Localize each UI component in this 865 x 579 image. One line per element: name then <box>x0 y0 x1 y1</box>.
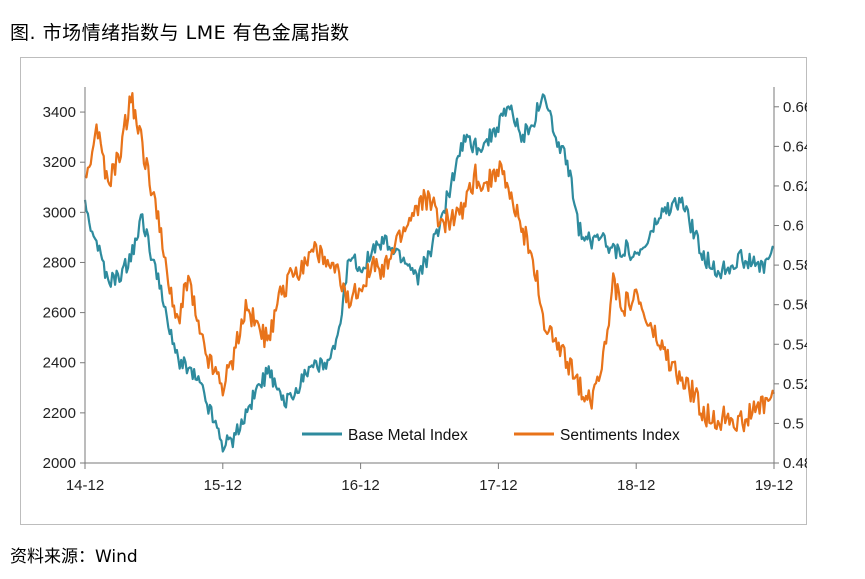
x-tick-label: 18-12 <box>617 477 655 494</box>
y-right-tick-label: 0.52 <box>783 376 807 393</box>
y-right-tick-label: 0.66 <box>783 99 807 116</box>
x-tick-label: 17-12 <box>479 477 517 494</box>
y-right-tick-label: 0.56 <box>783 297 807 314</box>
legend: Base Metal Index Sentiments Index <box>302 427 680 444</box>
y-right-tick-label: 0.6 <box>783 218 804 235</box>
x-tick-label: 16-12 <box>341 477 379 494</box>
y-left-tick-label: 2000 <box>43 455 76 472</box>
y-right-tick-label: 0.58 <box>783 257 807 274</box>
y-right-tick-label: 0.62 <box>783 178 807 195</box>
y-right-tick-label: 0.48 <box>783 455 807 472</box>
plot-area <box>83 91 775 453</box>
y-left-tick-label: 2400 <box>43 355 76 372</box>
y-right-tick-label: 0.5 <box>783 415 804 432</box>
y-left-tick-label: 3000 <box>43 204 76 221</box>
legend-label-base-metal: Base Metal Index <box>348 427 468 444</box>
y-left-tick-label: 2600 <box>43 305 76 322</box>
series-line-base-metal <box>83 93 775 453</box>
y-left-tick-label: 2200 <box>43 405 76 422</box>
x-tick-label: 15-12 <box>204 477 242 494</box>
y-left-tick-label: 3200 <box>43 154 76 171</box>
y-right-tick-label: 0.64 <box>783 138 807 155</box>
series-line-sentiments <box>84 91 775 433</box>
source-note: 资料来源：Wind <box>10 547 138 567</box>
figure-caption: 图. 市场情绪指数与 LME 有色金属指数 <box>10 22 350 44</box>
x-tick-label: 14-12 <box>66 477 104 494</box>
x-tick-label: 19-12 <box>755 477 793 494</box>
legend-label-sentiments: Sentiments Index <box>560 427 680 444</box>
chart-svg: 2000 2200 2400 2600 2800 3000 3200 3400 0.48 0.5 0… <box>43 87 807 494</box>
y-left-tick-label: 2800 <box>43 254 76 271</box>
y-right-tick-label: 0.54 <box>783 336 807 353</box>
y-left-tick-label: 3400 <box>43 104 76 121</box>
chart-frame <box>20 57 807 525</box>
axes: 2000 2200 2400 2600 2800 3000 3200 3400 0.48 0.5 0… <box>43 87 807 494</box>
